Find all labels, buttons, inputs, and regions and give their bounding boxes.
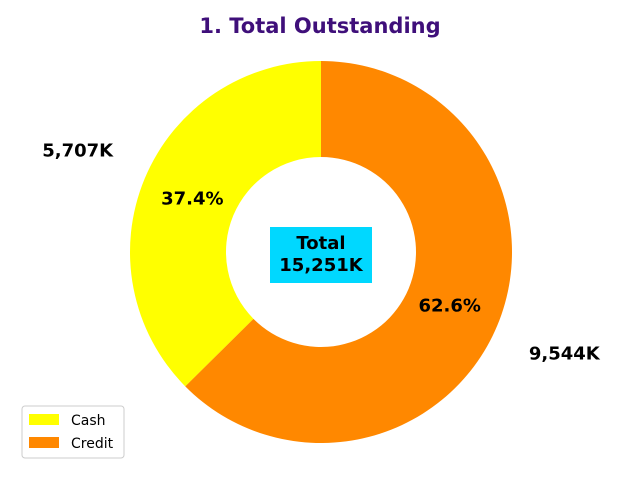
legend: Cash Credit bbox=[21, 405, 125, 459]
center-total-label: Total bbox=[296, 233, 345, 254]
slice-cash bbox=[130, 61, 321, 387]
slices-group bbox=[130, 61, 512, 444]
legend-swatch-cash bbox=[29, 414, 59, 425]
center-total-box bbox=[270, 227, 372, 283]
percent-labels-group: 37.4% 62.6% bbox=[161, 188, 481, 316]
legend-label-credit: Credit bbox=[71, 436, 114, 452]
value-labels-group: 5,707K 9,544K bbox=[42, 141, 601, 365]
center-total-value: 15,251K bbox=[279, 255, 363, 276]
legend-swatch-credit bbox=[29, 437, 59, 448]
percent-label-credit: 62.6% bbox=[418, 296, 480, 317]
chart-title: 1. Total Outstanding bbox=[199, 14, 440, 38]
legend-label-cash: Cash bbox=[71, 413, 106, 429]
value-label-credit: 9,544K bbox=[529, 344, 601, 365]
percent-label-cash: 37.4% bbox=[161, 188, 223, 209]
slice-credit bbox=[185, 61, 512, 444]
value-label-cash: 5,707K bbox=[42, 141, 114, 162]
